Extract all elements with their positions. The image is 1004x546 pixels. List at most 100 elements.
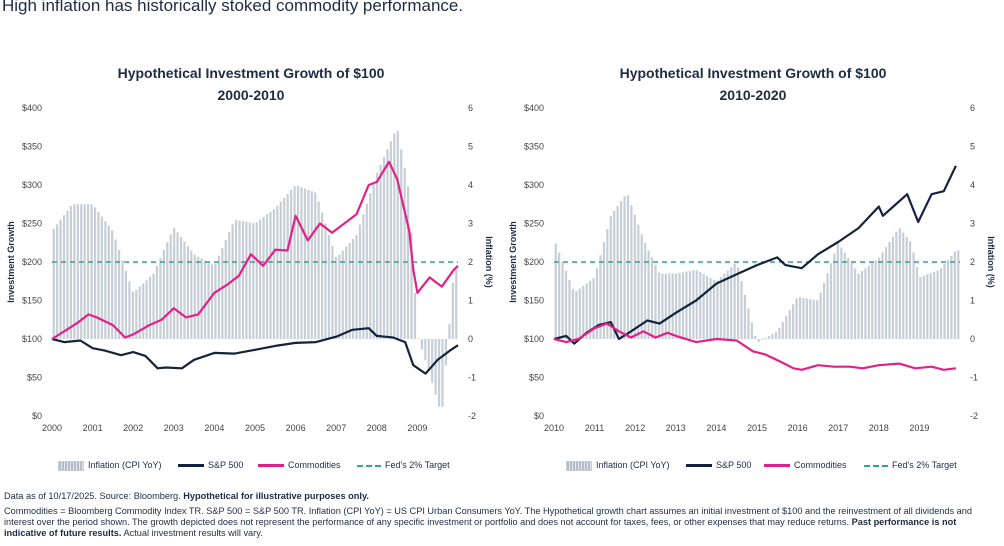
x-tick-label: 2010 bbox=[544, 423, 564, 433]
x-tick-label: 2000 bbox=[42, 423, 62, 433]
chart-plot-2010-2020: $0 $50 $100 $150 $200 $250 $300 $350 $400 -2 -1 0 1 2… bbox=[508, 103, 996, 433]
inflation-bar bbox=[840, 247, 843, 339]
inflation-bar bbox=[898, 228, 901, 339]
inflation-bar bbox=[788, 310, 791, 339]
y2-tick-label: 2 bbox=[970, 257, 975, 267]
commodities-line bbox=[553, 322, 957, 371]
inflation-bar bbox=[303, 188, 306, 339]
inflation-bar bbox=[424, 339, 427, 361]
legend-label: Fed's 2% Target bbox=[892, 460, 957, 470]
y2-tick-label: 1 bbox=[468, 296, 473, 306]
inflation-bar bbox=[159, 257, 162, 339]
x-tick-label: 2016 bbox=[788, 423, 808, 433]
inflation-bar bbox=[334, 257, 337, 339]
inflation-bar bbox=[716, 280, 719, 339]
inflation-bar bbox=[902, 232, 905, 339]
inflation-bar bbox=[719, 277, 722, 339]
inflation-bar bbox=[867, 265, 870, 339]
inflation-swatch bbox=[58, 460, 84, 471]
inflation-bar bbox=[853, 268, 857, 339]
inflation-bar bbox=[204, 260, 207, 339]
chart-panel-2000-2010: Hypothetical Investment Growth of $100 2… bbox=[0, 58, 502, 488]
inflation-bar bbox=[389, 141, 393, 339]
inflation-bars bbox=[554, 195, 960, 342]
y2-tick-label: 6 bbox=[468, 103, 473, 113]
y-tick-label: $100 bbox=[22, 334, 42, 344]
legend-item-fed: Fed's 2% Target bbox=[864, 460, 957, 470]
inflation-bar bbox=[324, 223, 327, 339]
inflation-bar bbox=[107, 225, 110, 339]
inflation-bar bbox=[83, 204, 86, 339]
y-tick-label: $350 bbox=[524, 142, 544, 152]
inflation-bar bbox=[369, 193, 372, 339]
inflation-bar bbox=[709, 277, 712, 339]
inflation-bar bbox=[111, 230, 114, 339]
inflation-bar bbox=[864, 268, 867, 339]
x-tick-label: 2009 bbox=[407, 423, 427, 433]
inflation-bar bbox=[317, 201, 320, 339]
x-tick-label: 2017 bbox=[828, 423, 848, 433]
y-tick-label: $250 bbox=[22, 219, 42, 229]
x-tick-label: 2008 bbox=[367, 423, 387, 433]
inflation-swatch bbox=[566, 460, 592, 471]
inflation-bar bbox=[829, 263, 833, 339]
inflation-bar bbox=[431, 339, 434, 383]
inflation-bar bbox=[747, 308, 750, 339]
inflation-bar bbox=[365, 203, 368, 339]
footnote-bold: Hypothetical for illustrative purposes o… bbox=[183, 491, 369, 501]
x-tick-label: 2011 bbox=[585, 423, 604, 433]
inflation-bar bbox=[52, 228, 55, 339]
inflation-bar bbox=[619, 201, 623, 339]
inflation-bar bbox=[338, 254, 341, 339]
legend-item-sp500: S&P 500 bbox=[178, 460, 243, 470]
y-axis-label: Investment Growth bbox=[508, 221, 518, 303]
legend-label: Commodities bbox=[794, 460, 847, 470]
inflation-bar bbox=[599, 255, 602, 339]
inflation-bar bbox=[314, 192, 317, 339]
inflation-bar bbox=[351, 238, 355, 339]
inflation-bar bbox=[410, 232, 413, 339]
inflation-bar bbox=[922, 275, 925, 339]
inflation-bar bbox=[437, 339, 441, 407]
inflation-bar bbox=[248, 222, 251, 339]
inflation-bar bbox=[300, 187, 303, 339]
inflation-bar bbox=[647, 250, 650, 339]
inflation-bar bbox=[451, 282, 454, 339]
inflation-bar bbox=[805, 298, 808, 339]
inflation-bar bbox=[131, 291, 134, 339]
y2-axis-label: Inflation (%) bbox=[484, 236, 494, 288]
inflation-bar bbox=[427, 339, 430, 372]
inflation-bar bbox=[114, 239, 117, 339]
inflation-bar bbox=[200, 258, 203, 339]
inflation-bar bbox=[228, 232, 231, 339]
inflation-bar bbox=[272, 209, 276, 339]
inflation-bar bbox=[238, 220, 241, 339]
inflation-bar bbox=[345, 246, 348, 339]
inflation-bar bbox=[173, 227, 176, 339]
inflation-bar bbox=[252, 223, 255, 339]
inflation-bar bbox=[606, 229, 609, 339]
inflation-bar bbox=[575, 291, 578, 339]
inflation-bar bbox=[946, 259, 950, 339]
inflation-bar bbox=[269, 211, 272, 339]
y2-tick-label: 6 bbox=[970, 103, 975, 113]
inflation-bar bbox=[957, 250, 960, 339]
legend-label: Commodities bbox=[288, 460, 341, 470]
inflation-bar bbox=[441, 339, 444, 407]
inflation-bar bbox=[706, 275, 709, 339]
chart-subtitle: 2000-2010 bbox=[217, 87, 285, 103]
y-tick-label: $400 bbox=[22, 103, 42, 113]
y-tick-label: $50 bbox=[529, 373, 544, 383]
inflation-bar bbox=[554, 243, 557, 339]
inflation-bar bbox=[166, 242, 169, 339]
inflation-bar bbox=[124, 270, 128, 339]
inflation-bar bbox=[245, 221, 248, 339]
legend-label: Inflation (CPI YoY) bbox=[88, 460, 162, 470]
inflation-bar bbox=[293, 186, 296, 339]
inflation-bar bbox=[186, 246, 190, 339]
inflation-bar bbox=[939, 268, 943, 339]
inflation-bar bbox=[754, 335, 757, 339]
inflation-bar bbox=[87, 204, 90, 339]
inflation-bar bbox=[407, 186, 410, 339]
y-tick-label: $200 bbox=[524, 257, 544, 267]
